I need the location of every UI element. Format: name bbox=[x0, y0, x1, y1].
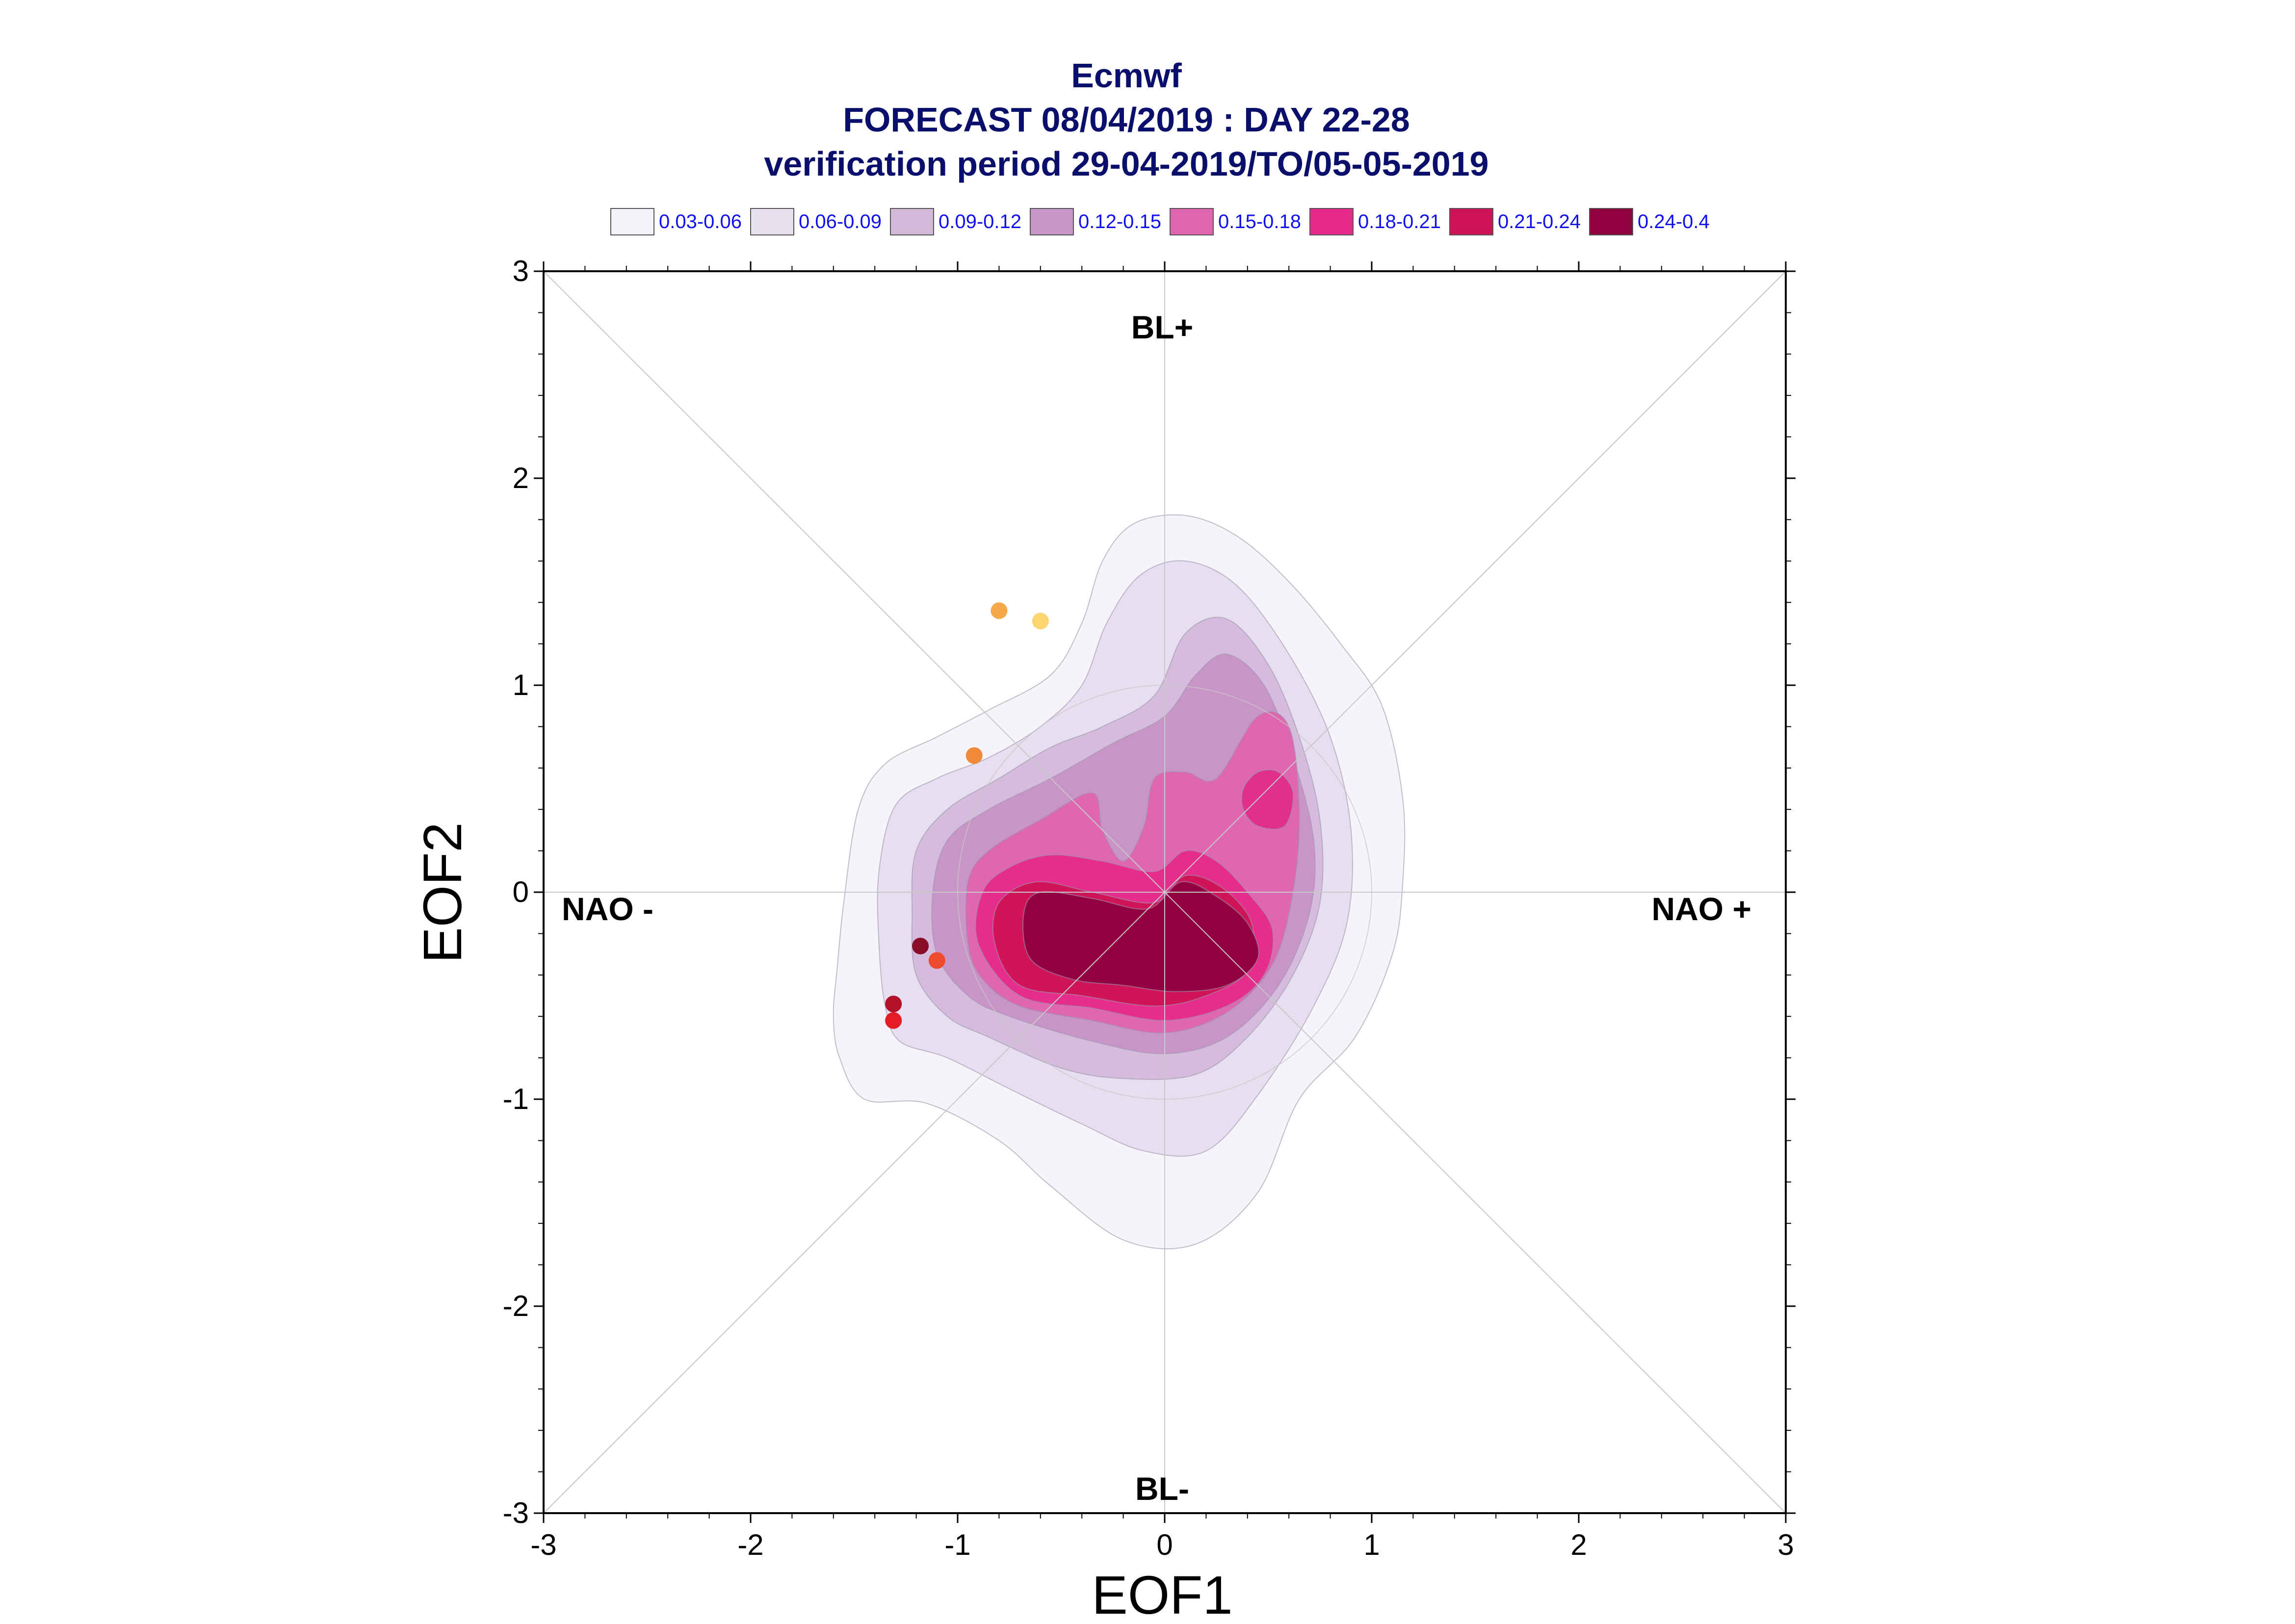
legend: 0.03-0.06 0.06-0.09 0.09-0.12 0.12-0.15 0.15… bbox=[610, 208, 1710, 235]
x-tick-label: 2 bbox=[1570, 1528, 1587, 1561]
x-tick-label: -1 bbox=[944, 1528, 970, 1561]
axes: -3 -2 -1 0 1 2 3 -3 -2 -1 0 1 2 3 bbox=[503, 255, 1796, 1561]
unit-circle bbox=[957, 685, 1372, 1100]
legend-swatch bbox=[1170, 208, 1214, 235]
y-tick-label: -3 bbox=[503, 1496, 529, 1529]
legend-label: 0.09-0.12 bbox=[939, 211, 1021, 232]
legend-swatch bbox=[750, 208, 794, 235]
y-tick-label: 2 bbox=[513, 462, 529, 494]
title-line-3: verification period 29-04-2019/TO/05-05-… bbox=[764, 145, 1488, 183]
regime-label-bottom: BL- bbox=[1135, 1470, 1189, 1507]
legend-swatch bbox=[1309, 208, 1354, 235]
density-contours bbox=[833, 514, 1406, 1250]
legend-swatch bbox=[1589, 208, 1633, 235]
y-tick-label: -1 bbox=[503, 1083, 529, 1115]
data-point bbox=[912, 937, 929, 954]
x-tick-label: 3 bbox=[1777, 1528, 1794, 1561]
regime-label-left: NAO - bbox=[562, 891, 653, 927]
y-tick-label: 3 bbox=[513, 255, 529, 287]
gridlines bbox=[543, 271, 1786, 1514]
data-point bbox=[991, 602, 1008, 619]
legend-swatch bbox=[1030, 208, 1074, 235]
legend-label: 0.15-0.18 bbox=[1218, 211, 1301, 232]
data-point bbox=[1032, 613, 1049, 630]
data-point bbox=[885, 995, 902, 1012]
legend-label: 0.06-0.09 bbox=[799, 211, 882, 232]
x-axis-title: EOF1 bbox=[1092, 1565, 1232, 1624]
legend-label: 0.18-0.21 bbox=[1358, 211, 1441, 232]
legend-swatch bbox=[610, 208, 654, 235]
density-contour bbox=[1022, 881, 1259, 992]
x-tick-label: 1 bbox=[1363, 1528, 1380, 1561]
y-tick-label: -2 bbox=[503, 1289, 529, 1322]
legend-swatch bbox=[1449, 208, 1493, 235]
y-tick-label: 1 bbox=[513, 669, 529, 701]
gridline-diagonal bbox=[543, 271, 1786, 1514]
data-point bbox=[885, 1012, 902, 1029]
regime-labels: BL+ BL- NAO - NAO + bbox=[562, 309, 1751, 1507]
chart-title: Ecmwf FORECAST 08/04/2019 : DAY 22-28 ve… bbox=[764, 56, 1488, 183]
legend-label: 0.21-0.24 bbox=[1498, 211, 1581, 232]
title-line-1: Ecmwf bbox=[1071, 56, 1182, 95]
regime-label-top: BL+ bbox=[1131, 309, 1194, 345]
regime-label-right: NAO + bbox=[1651, 891, 1751, 927]
y-tick-label: 0 bbox=[513, 876, 529, 908]
data-point bbox=[965, 747, 983, 764]
x-tick-label: -2 bbox=[737, 1528, 763, 1561]
x-tick-label: 0 bbox=[1156, 1528, 1173, 1561]
density-contour bbox=[1241, 769, 1294, 830]
legend-label: 0.03-0.06 bbox=[659, 211, 742, 232]
title-line-2: FORECAST 08/04/2019 : DAY 22-28 bbox=[843, 101, 1410, 139]
data-point bbox=[928, 952, 945, 969]
legend-label: 0.12-0.15 bbox=[1078, 211, 1161, 232]
legend-label: 0.24-0.4 bbox=[1638, 211, 1710, 232]
y-axis-title: EOF2 bbox=[413, 822, 473, 963]
x-tick-label: -3 bbox=[530, 1528, 556, 1561]
scatter-points bbox=[885, 602, 1049, 1029]
legend-swatch bbox=[890, 208, 934, 235]
